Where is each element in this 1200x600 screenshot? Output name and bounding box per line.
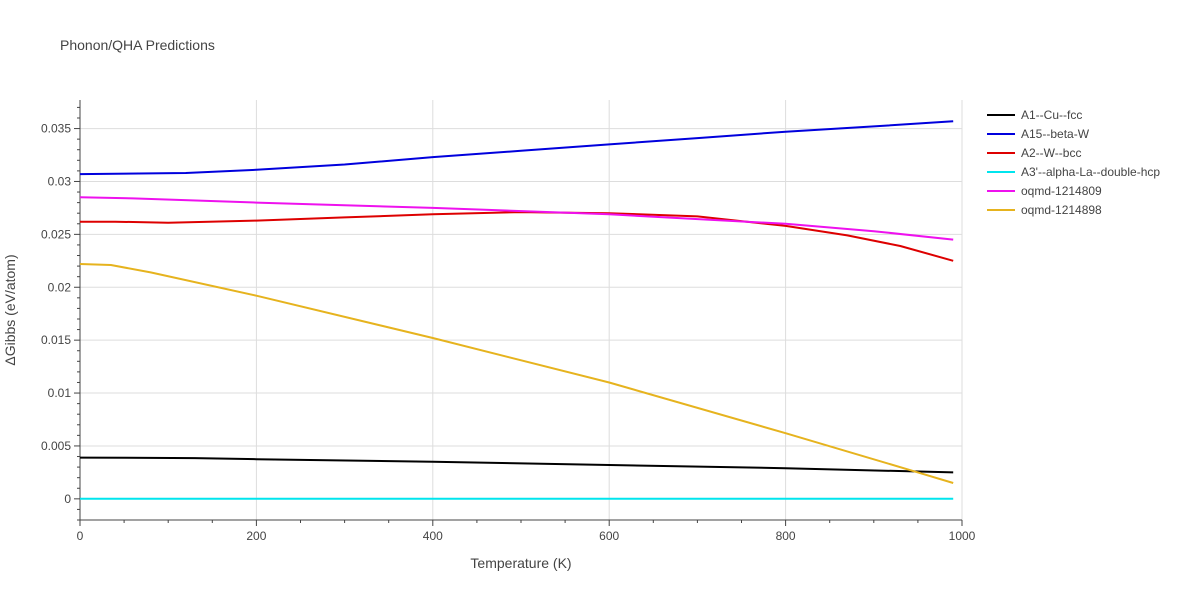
x-tick-label: 400 (423, 529, 443, 543)
legend-label: oqmd-1214898 (1021, 203, 1102, 217)
y-tick-label: 0.03 (48, 174, 72, 188)
x-axis-title: Temperature (K) (470, 555, 571, 571)
series-line-5 (79, 263, 954, 484)
x-tick-label: 600 (599, 529, 619, 543)
y-tick-label: 0.01 (48, 386, 72, 400)
legend-label: A3'--alpha-La--double-hcp (1021, 165, 1160, 179)
y-tick-label: 0.035 (41, 122, 71, 136)
series-lines (79, 120, 954, 500)
legend-item-5[interactable]: oqmd-1214898 (987, 203, 1102, 217)
legend[interactable]: A1--Cu--fcc A15--beta-W A2--W--bcc A3'--alp… (987, 108, 1160, 217)
axes: 0 200 400 600 800 1000 0 0.005 0.01 0.015 0.02 0.02… (41, 100, 976, 543)
legend-item-2[interactable]: A2--W--bcc (987, 146, 1081, 160)
y-axis-title: ΔGibbs (eV/atom) (2, 254, 18, 365)
legend-label: A1--Cu--fcc (1021, 108, 1082, 122)
y-tick-label: 0.02 (48, 280, 72, 294)
x-tick-label: 1000 (949, 529, 976, 543)
legend-item-0[interactable]: A1--Cu--fcc (987, 108, 1082, 122)
grid (80, 100, 963, 520)
y-tick-label: 0.025 (41, 227, 71, 241)
chart-title: Phonon/QHA Predictions (60, 37, 215, 53)
y-tick-label: 0 (64, 492, 71, 506)
x-tick-label: 800 (776, 529, 796, 543)
legend-label: oqmd-1214809 (1021, 184, 1102, 198)
series-line-2 (80, 211, 954, 262)
series-line-4 (79, 196, 954, 241)
x-tick-label: 200 (246, 529, 266, 543)
legend-item-3[interactable]: A3'--alpha-La--double-hcp (987, 165, 1160, 179)
y-tick-label: 0.015 (41, 333, 71, 347)
x-tick-label: 0 (77, 529, 84, 543)
legend-label: A2--W--bcc (1021, 146, 1081, 160)
legend-label: A15--beta-W (1021, 127, 1090, 141)
series-line-1 (79, 120, 954, 176)
y-tick-label: 0.005 (41, 439, 71, 453)
legend-item-4[interactable]: oqmd-1214809 (987, 184, 1102, 198)
legend-item-1[interactable]: A15--beta-W (987, 127, 1090, 141)
series-line-0 (79, 456, 954, 474)
